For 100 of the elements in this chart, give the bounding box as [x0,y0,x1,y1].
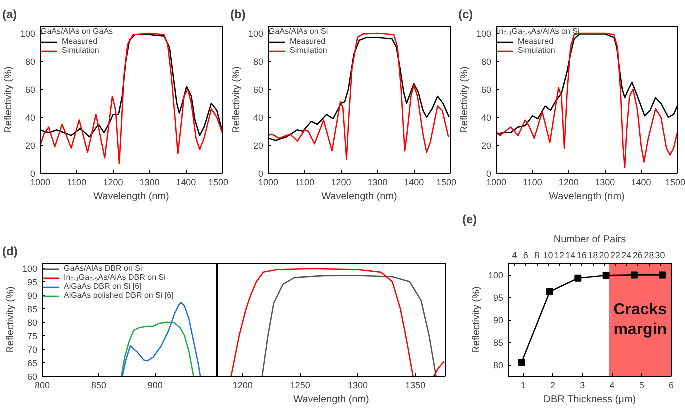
y-axis-title: Reflectivity (%) [5,286,16,354]
x2-tick-label: 12 [554,250,564,260]
y-tick-label: 90 [493,316,504,326]
x-tick-label: 1200 [331,178,352,188]
y-tick-label: 40 [481,113,492,123]
x-tick-label: 5 [639,380,644,390]
y-tick-label: 95 [27,277,38,288]
chart-title: (d) [2,244,18,258]
y-tick-label: 0 [30,169,36,179]
y-tick-label: 60 [481,85,492,95]
y-tick-label: 90 [27,290,38,301]
x-axis-title: DBR Thickness (μm) [544,394,636,406]
x2-tick-label: 30 [655,250,666,260]
x2-tick-label: 24 [622,250,632,260]
y-tick-label: 40 [25,113,36,123]
y-tick-label: 100 [20,29,36,39]
y-tick-label: 100 [476,29,492,39]
x-axis-title: Wavelength (nm) [294,394,370,406]
x-tick-label: 6 [668,380,674,390]
x-axis-title: Wavelength (nm) [322,192,398,202]
y-axis-title: Reflectivity (%) [459,66,470,134]
y-tick-label: 40 [253,113,264,123]
line-series [122,302,202,376]
chart-title: (e) [462,212,478,226]
x2-tick-label: 8 [534,250,540,260]
y-tick-label: 85 [27,304,38,314]
x-tick-label: 1000 [486,178,507,188]
line-series [40,32,222,164]
legend-label: GaAs/AlAs DBR on Si [64,264,142,273]
x-tick-label: 1100 [523,178,542,188]
y-tick-label: 80 [493,360,504,371]
legend-label: Simulation [518,46,556,55]
x2-tick-label: 6 [523,250,528,260]
x-tick-label: 3 [580,380,586,390]
point [602,272,610,280]
x-tick-label: 1350 [406,380,426,390]
point [518,359,526,366]
x2-tick-label: 4 [512,250,518,260]
x2-tick-label: 22 [610,250,620,260]
x-tick-label: 1400 [631,178,652,188]
x-tick-label: 900 [148,380,163,390]
x-axis-title: Wavelength (nm) [549,192,625,202]
point [574,274,582,282]
x-tick-label: 4 [610,380,615,390]
legend-label: Measured [290,37,326,46]
x-tick-label: 1400 [404,178,424,188]
point [659,272,666,279]
y-axis-title: Reflectivity (%) [231,66,242,134]
x-tick-label: 1100 [67,178,87,188]
y-tick-label: 75 [27,331,38,342]
point [546,288,554,296]
x2-tick-label: 10 [543,250,554,260]
y-tick-label: 100 [22,264,38,274]
y-tick-label: 60 [27,372,38,382]
y-tick-label: 100 [488,270,504,281]
x-tick-label: 1200 [558,178,579,188]
y-tick-label: 80 [253,57,264,67]
x-tick-label: 1 [520,380,526,390]
x-tick-label: 850 [91,380,106,390]
x-axis-title: Wavelength (nm) [94,192,170,202]
x2-tick-label: 16 [576,250,587,260]
y-tick-label: 20 [253,141,264,151]
x2-tick-label: 28 [644,250,654,260]
y-tick-label: 95 [493,293,504,304]
band-label: Cracks margin [614,301,668,339]
y-tick-label: 70 [27,344,38,355]
legend-title: GaAs/AlAs on Si [269,27,328,36]
y-tick-label: 20 [25,141,36,151]
x-tick-label: 1400 [176,178,196,188]
x2-tick-label: 18 [588,250,598,260]
line-series [268,32,450,160]
x-tick-label: 1300 [348,380,368,390]
x-tick-label: 1250 [290,380,310,390]
y-axis-title: Reflectivity (%) [3,66,14,134]
legend-title: GaAs/AlAs on GaAs [41,27,114,36]
legend-label: Simulation [290,46,328,55]
y-tick-label: 80 [25,57,36,67]
chart-title: (a) [2,8,18,22]
y-tick-label: 60 [253,85,264,95]
x-tick-label: 1200 [232,380,253,390]
line-series [120,322,194,376]
x2-tick-label: 20 [599,250,610,260]
x-tick-label: 1100 [295,178,315,188]
legend-label: Simulation [62,46,100,55]
y-tick-label: 60 [25,85,36,95]
x-tick-label: 2 [550,380,556,390]
legend-title: In₀.₁Ga₀.₉As/AlAs on Si [497,27,580,36]
x-tick-label: 1200 [103,178,124,188]
y-tick-label: 80 [27,318,38,328]
legend-label: AlGaAs polished DBR on Si [6] [64,291,174,300]
x2-tick-label: 14 [566,250,576,260]
y-axis-title: Reflectivity (%) [471,286,482,354]
x-tick-label: 1300 [368,178,388,188]
x2-tick-label: 26 [632,250,643,260]
x-tick-label: 1300 [140,178,160,188]
x-tick-label: 1500 [665,178,685,188]
point [630,272,638,279]
legend-label: In₀.₁Ga₀.₉As/AlAs DBR on Si [64,273,166,282]
y-tick-label: 85 [493,338,504,348]
x-tick-label: 1500 [436,178,457,188]
